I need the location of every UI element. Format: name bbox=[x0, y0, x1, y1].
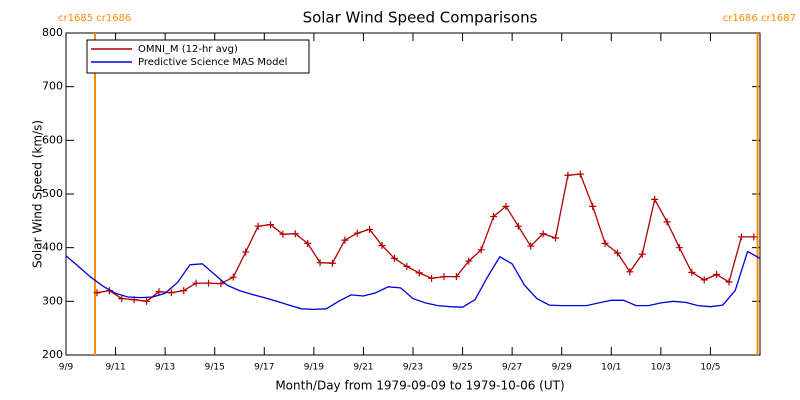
data-point bbox=[155, 288, 163, 296]
data-point bbox=[242, 248, 250, 256]
data-point bbox=[626, 268, 634, 276]
rotation-label: cr1686 cr1687 bbox=[723, 13, 796, 24]
data-point bbox=[167, 289, 175, 297]
legend-box bbox=[86, 39, 310, 74]
x-tick-label: 9/23 bbox=[403, 363, 423, 373]
data-point bbox=[576, 170, 584, 178]
data-point bbox=[378, 242, 386, 250]
data-point bbox=[205, 279, 213, 287]
data-point bbox=[552, 234, 560, 242]
x-tick-label: 9/15 bbox=[205, 363, 225, 373]
data-point bbox=[180, 287, 188, 295]
plot-frame bbox=[65, 32, 761, 356]
x-tick-label: 10/3 bbox=[651, 363, 671, 373]
data-point bbox=[675, 244, 683, 252]
legend-label: Predictive Science MAS Model bbox=[138, 57, 287, 68]
y-tick-label: 300 bbox=[42, 294, 63, 307]
y-tick-label: 400 bbox=[42, 241, 63, 254]
data-point bbox=[725, 278, 733, 286]
series-line bbox=[65, 250, 761, 311]
data-point bbox=[539, 230, 547, 238]
y-tick-label: 800 bbox=[42, 26, 63, 39]
x-axis-title: Month/Day from 1979-09-09 to 1979-10-06 … bbox=[275, 379, 564, 393]
chart-title: Solar Wind Speed Comparisons bbox=[303, 9, 538, 27]
data-point bbox=[415, 269, 423, 277]
y-tick-label: 500 bbox=[42, 187, 63, 200]
y-tick-label: 600 bbox=[42, 133, 63, 146]
data-point bbox=[452, 273, 460, 281]
rotation-label: cr1685 cr1686 bbox=[58, 13, 131, 24]
data-point bbox=[737, 233, 745, 241]
data-point bbox=[403, 262, 411, 270]
data-point bbox=[353, 229, 361, 237]
x-tick-label: 9/11 bbox=[105, 363, 125, 373]
data-point bbox=[316, 259, 324, 267]
data-point bbox=[254, 222, 262, 230]
legend-label: OMNI_M (12-hr avg) bbox=[138, 44, 238, 55]
x-tick-label: 9/9 bbox=[59, 363, 74, 373]
x-tick-label: 10/1 bbox=[601, 363, 621, 373]
data-point bbox=[328, 259, 336, 267]
data-point bbox=[502, 202, 510, 210]
data-point bbox=[291, 230, 299, 238]
data-point bbox=[118, 295, 126, 303]
x-tick-label: 9/27 bbox=[502, 363, 522, 373]
data-point bbox=[279, 230, 287, 238]
y-axis-title: Solar Wind Speed (km/s) bbox=[31, 120, 45, 268]
data-point bbox=[613, 249, 621, 257]
x-tick-label: 10/5 bbox=[700, 363, 720, 373]
data-point bbox=[217, 280, 225, 288]
data-point bbox=[428, 274, 436, 282]
data-point bbox=[527, 242, 535, 250]
data-point bbox=[589, 202, 597, 210]
data-point bbox=[651, 195, 659, 203]
data-point bbox=[688, 268, 696, 276]
data-point bbox=[490, 213, 498, 221]
data-point bbox=[143, 297, 151, 305]
data-point bbox=[564, 171, 572, 179]
data-point bbox=[229, 273, 237, 281]
y-tick-label: 200 bbox=[42, 348, 63, 361]
x-tick-label: 9/19 bbox=[304, 363, 324, 373]
data-point bbox=[750, 233, 758, 241]
data-point bbox=[514, 222, 522, 230]
data-point bbox=[341, 236, 349, 244]
data-point bbox=[390, 254, 398, 262]
x-tick-label: 9/21 bbox=[353, 363, 373, 373]
data-point bbox=[266, 221, 274, 229]
data-point bbox=[601, 239, 609, 247]
data-point bbox=[465, 257, 473, 265]
x-tick-label: 9/17 bbox=[254, 363, 274, 373]
data-point bbox=[366, 225, 374, 233]
data-point bbox=[304, 239, 312, 247]
data-point bbox=[700, 276, 708, 284]
data-point bbox=[192, 279, 200, 287]
x-tick-label: 9/13 bbox=[155, 363, 175, 373]
data-point bbox=[663, 218, 671, 226]
data-point bbox=[440, 273, 448, 281]
x-tick-label: 9/25 bbox=[452, 363, 472, 373]
data-point bbox=[477, 246, 485, 254]
series-line bbox=[96, 173, 754, 302]
y-tick-label: 700 bbox=[42, 80, 63, 93]
data-point bbox=[93, 289, 101, 297]
legend: OMNI_M (12-hr avg) Predictive Science MAS… bbox=[86, 39, 310, 74]
x-tick-label: 9/29 bbox=[552, 363, 572, 373]
data-point bbox=[638, 250, 646, 258]
data-point bbox=[713, 271, 721, 278]
